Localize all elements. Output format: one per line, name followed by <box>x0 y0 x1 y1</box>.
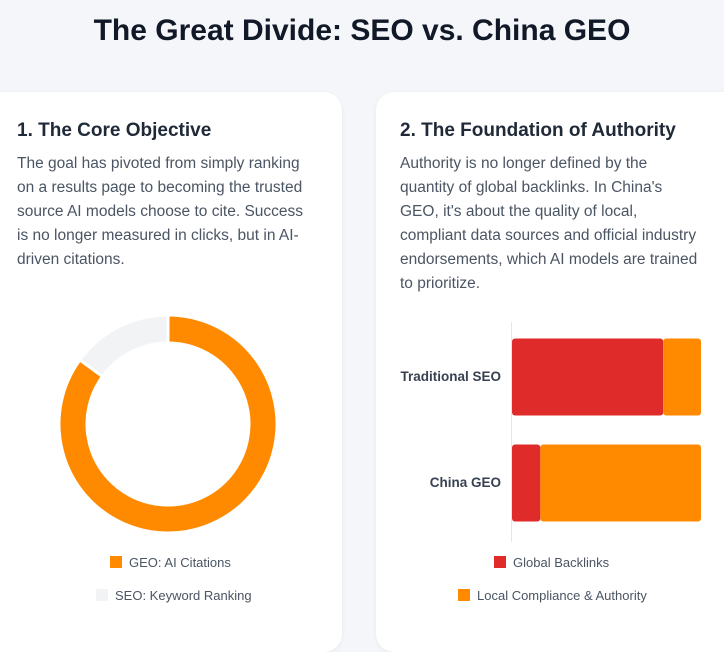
bar-0-series-0[interactable] <box>512 338 664 416</box>
legend-label: Global Backlinks <box>513 555 610 570</box>
legend-label: SEO: Keyword Ranking <box>115 588 252 603</box>
legend-item-seo[interactable]: SEO: Keyword Ranking <box>96 588 252 603</box>
card-core-objective: 1. The Core Objective The goal has pivot… <box>0 92 342 652</box>
legend-item-geo[interactable]: GEO: AI Citations <box>110 555 231 570</box>
legend-label: GEO: AI Citations <box>129 555 231 570</box>
bar-0-series-1[interactable] <box>663 338 701 416</box>
doughnut-slice-1[interactable] <box>77 313 170 379</box>
stacked-bar-chart <box>511 322 701 542</box>
bar-1-series-1[interactable] <box>540 444 701 522</box>
legend-item-local-compliance[interactable]: Local Compliance & Authority <box>458 588 647 603</box>
card-title: 1. The Core Objective <box>17 120 212 141</box>
card-body: Authority is no longer defined by the qu… <box>400 155 698 292</box>
legend-label: Local Compliance & Authority <box>477 588 647 603</box>
legend-item-global-backlinks[interactable]: Global Backlinks <box>494 555 609 570</box>
legend-swatch <box>110 556 122 568</box>
legend-swatch <box>494 556 506 568</box>
doughnut-slice-0[interactable] <box>57 313 279 535</box>
card-title: 2. The Foundation of Authority <box>400 120 676 141</box>
legend-swatch <box>96 589 108 601</box>
bar-category-label: Traditional SEO <box>400 369 501 384</box>
legend-swatch <box>458 589 470 601</box>
doughnut-chart <box>57 313 279 535</box>
bar-1-series-0[interactable] <box>512 444 541 522</box>
card-foundation-authority: 2. The Foundation of Authority Authority… <box>376 92 724 652</box>
bar-category-label: China GEO <box>429 475 501 490</box>
page-title: The Great Divide: SEO vs. China GEO <box>93 14 631 47</box>
card-body: The goal has pivoted from simply ranking… <box>17 155 304 268</box>
